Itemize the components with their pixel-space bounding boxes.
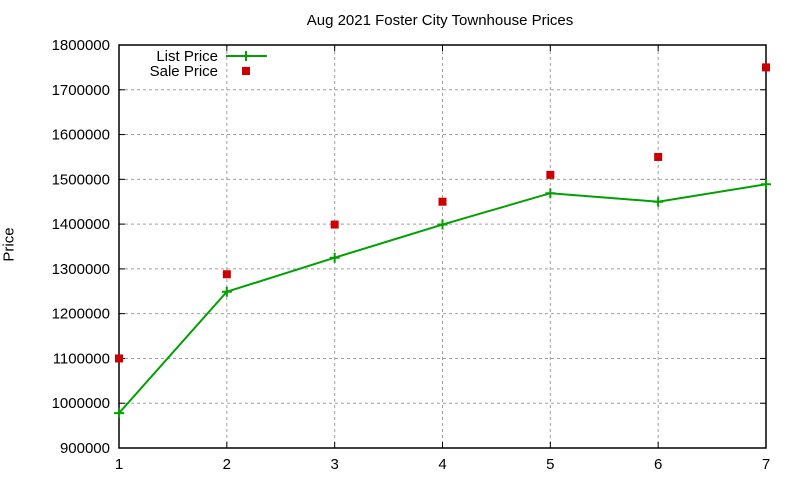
y-tick-label: 1800000 [52,37,110,54]
x-tick-label: 5 [546,456,554,473]
y-tick-label: 1000000 [52,395,110,412]
y-tick-label: 1500000 [52,171,110,188]
square-marker-icon [115,354,123,363]
plus-marker-icon [761,179,771,190]
x-tick-label: 2 [223,456,231,473]
square-marker-icon [762,63,770,72]
y-tick-label: 1700000 [52,82,110,99]
plus-marker-icon [329,252,340,263]
x-tick-label: 3 [330,456,338,473]
plus-marker-icon [545,188,556,199]
y-tick-label: 1300000 [52,261,110,278]
x-tick-label: 1 [115,456,123,473]
square-marker-icon [330,220,339,229]
plus-marker-icon [114,408,124,419]
chart-title: Aug 2021 Foster City Townhouse Prices [306,12,574,29]
legend-label: List Price [156,48,218,65]
y-tick-label: 1100000 [53,350,110,367]
y-tick-label: 1400000 [52,216,110,233]
y-tick-label: 1600000 [52,127,110,144]
plus-marker-icon [653,196,664,207]
legend-label: Sale Price [150,63,218,80]
square-marker-icon [242,67,250,75]
x-tick-label: 6 [654,456,662,473]
x-tick-label: 7 [762,456,770,473]
square-marker-icon [546,170,555,179]
y-tick-label: 1200000 [52,306,110,323]
x-tick-label: 4 [438,456,446,473]
y-tick-label: 900000 [60,440,110,457]
square-marker-icon [654,152,663,161]
square-marker-icon [222,270,231,279]
plus-marker-icon [221,286,232,297]
plus-marker-icon [437,219,448,230]
square-marker-icon [438,197,447,206]
plot-frame [118,44,767,449]
